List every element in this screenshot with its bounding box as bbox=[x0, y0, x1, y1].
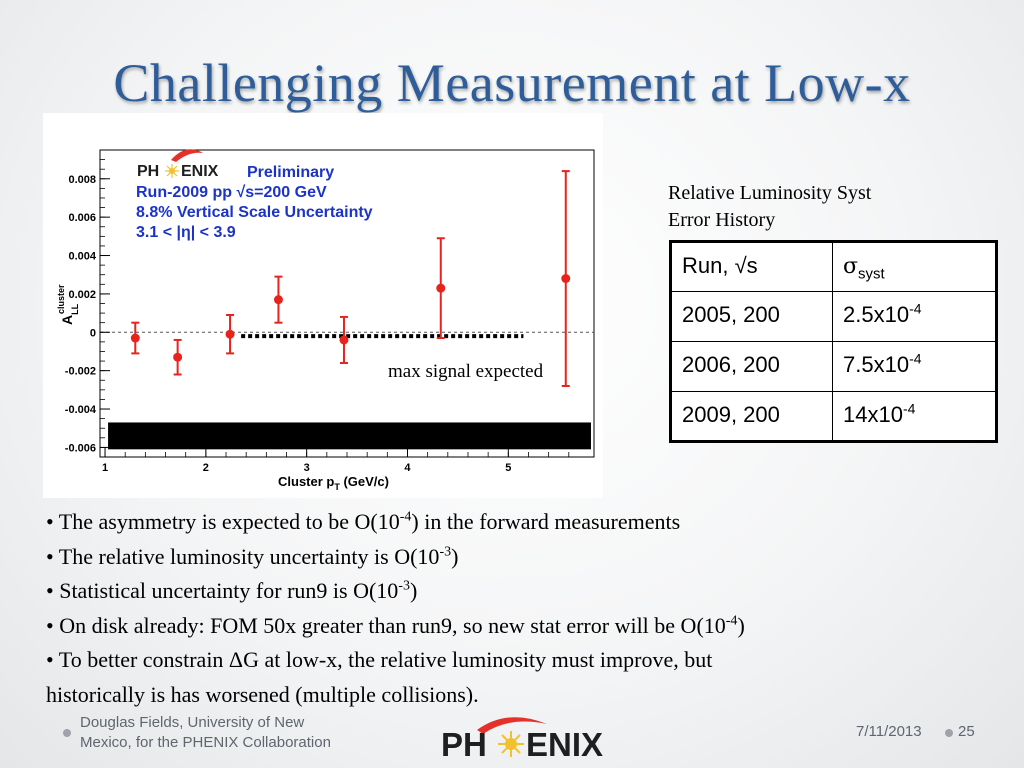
footer-bullet-dot bbox=[63, 729, 71, 737]
legend-eta-range: 3.1 < |η| < 3.9 bbox=[136, 224, 236, 241]
logo-text-enix: ENIX bbox=[526, 726, 603, 763]
plot-logo-ph: PH bbox=[137, 163, 159, 180]
x-tick-label: 5 bbox=[505, 462, 511, 474]
legend-run: Run-2009 pp √s=200 GeV bbox=[136, 184, 327, 201]
header-run: Run, √s bbox=[670, 241, 833, 292]
y-tick-label: -0.006 bbox=[65, 442, 96, 454]
slide-title: Challenging Measurement at Low-x bbox=[113, 53, 911, 113]
y-tick-label: 0.008 bbox=[68, 174, 96, 186]
bullet-item: • On disk already: FOM 50x greater than … bbox=[46, 612, 745, 638]
data-point bbox=[225, 329, 235, 339]
plot-svg: 0.008 0.006 0.004 0.002 0 -0.002 -0.004 -0.006 1… bbox=[56, 149, 595, 492]
data-point bbox=[173, 352, 183, 362]
y-axis-label: ALL cluster bbox=[56, 284, 80, 325]
table-caption-line1: Relative Luminosity Syst bbox=[668, 182, 872, 204]
phenix-logo: PH ENIX bbox=[441, 717, 603, 763]
svg-text:ALL: ALL bbox=[59, 303, 80, 325]
bullet-item-continuation: historically is has worsened (multiple c… bbox=[46, 681, 479, 707]
footer-date: 7/11/2013 bbox=[856, 723, 922, 740]
scale-uncertainty-band bbox=[108, 422, 591, 450]
svg-text:cluster: cluster bbox=[56, 284, 66, 314]
data-point bbox=[436, 283, 446, 293]
bullet-list: • The asymmetry is expected to be O(10-4… bbox=[46, 505, 1006, 712]
logo-swoosh-icon bbox=[477, 717, 547, 734]
legend-scale-uncertainty: 8.8% Vertical Scale Uncertainty bbox=[136, 204, 373, 221]
footer-author: Douglas Fields, University of New Mexico… bbox=[80, 713, 331, 753]
cell-sigma: 2.5x10-4 bbox=[832, 291, 997, 342]
bullet-item: • Statistical uncertainty for run9 is O(… bbox=[46, 578, 418, 603]
x-tick-label: 3 bbox=[304, 462, 310, 474]
max-signal-label: max signal expected bbox=[388, 361, 544, 382]
luminosity-table: Run, √s σsyst 2005, 200 2.5x10-4 2006, 2… bbox=[669, 240, 998, 443]
asymmetry-plot: 0.008 0.006 0.004 0.002 0 -0.002 -0.004 -0.006 1… bbox=[43, 113, 603, 498]
table-row: 2006, 200 7.5x10-4 bbox=[670, 341, 997, 392]
logo-text-ph: PH bbox=[441, 726, 487, 763]
table-row: 2005, 200 2.5x10-4 bbox=[670, 291, 997, 342]
bullet-item: • To better constrain ΔG at low-x, the r… bbox=[46, 647, 713, 672]
cell-run: 2009, 200 bbox=[670, 391, 833, 442]
y-tick-label: -0.002 bbox=[65, 366, 96, 378]
y-tick-label: 0 bbox=[90, 327, 96, 339]
data-point bbox=[130, 333, 140, 343]
legend-preliminary: Preliminary bbox=[247, 164, 334, 181]
sunburst-icon bbox=[165, 164, 179, 178]
plot-phenix-logo: PH ENIX bbox=[137, 149, 219, 180]
footer-author-line2: Mexico, for the PHENIX Collaboration bbox=[80, 734, 331, 751]
table-caption: Relative Luminosity Syst Error History bbox=[668, 180, 871, 234]
x-tick-label: 4 bbox=[404, 462, 411, 474]
header-sigma: σsyst bbox=[832, 241, 997, 292]
y-tick-label: 0.002 bbox=[68, 289, 96, 301]
sunburst-icon bbox=[498, 731, 524, 757]
x-tick-label: 2 bbox=[203, 462, 209, 474]
bullet-item: • The asymmetry is expected to be O(10-4… bbox=[46, 509, 681, 534]
logo-swoosh-icon bbox=[171, 149, 203, 162]
footer-separator-dot bbox=[945, 729, 953, 737]
y-tick-label: 0.006 bbox=[68, 212, 96, 224]
x-tick-label: 1 bbox=[102, 462, 108, 474]
x-axis-label: Cluster pT (GeV/c) bbox=[278, 474, 389, 492]
data-point bbox=[339, 335, 349, 345]
y-tick-label: 0.004 bbox=[68, 251, 96, 263]
y-tick-label: -0.004 bbox=[65, 404, 97, 416]
table-row: 2009, 200 14x10-4 bbox=[670, 391, 997, 442]
bullet-item: • The relative luminosity uncertainty is… bbox=[46, 543, 459, 569]
table-caption-line2: Error History bbox=[668, 209, 776, 231]
cell-sigma: 14x10-4 bbox=[832, 391, 997, 442]
plot-logo-enix: ENIX bbox=[181, 163, 219, 180]
table-header-row: Run, √s σsyst bbox=[670, 241, 997, 292]
footer-author-line1: Douglas Fields, University of New bbox=[80, 714, 305, 731]
cell-run: 2006, 200 bbox=[670, 341, 833, 392]
page-number: 25 bbox=[958, 723, 975, 740]
data-point bbox=[561, 274, 571, 284]
data-point bbox=[273, 295, 283, 305]
cell-run: 2005, 200 bbox=[670, 291, 833, 342]
cell-sigma: 7.5x10-4 bbox=[832, 341, 997, 392]
